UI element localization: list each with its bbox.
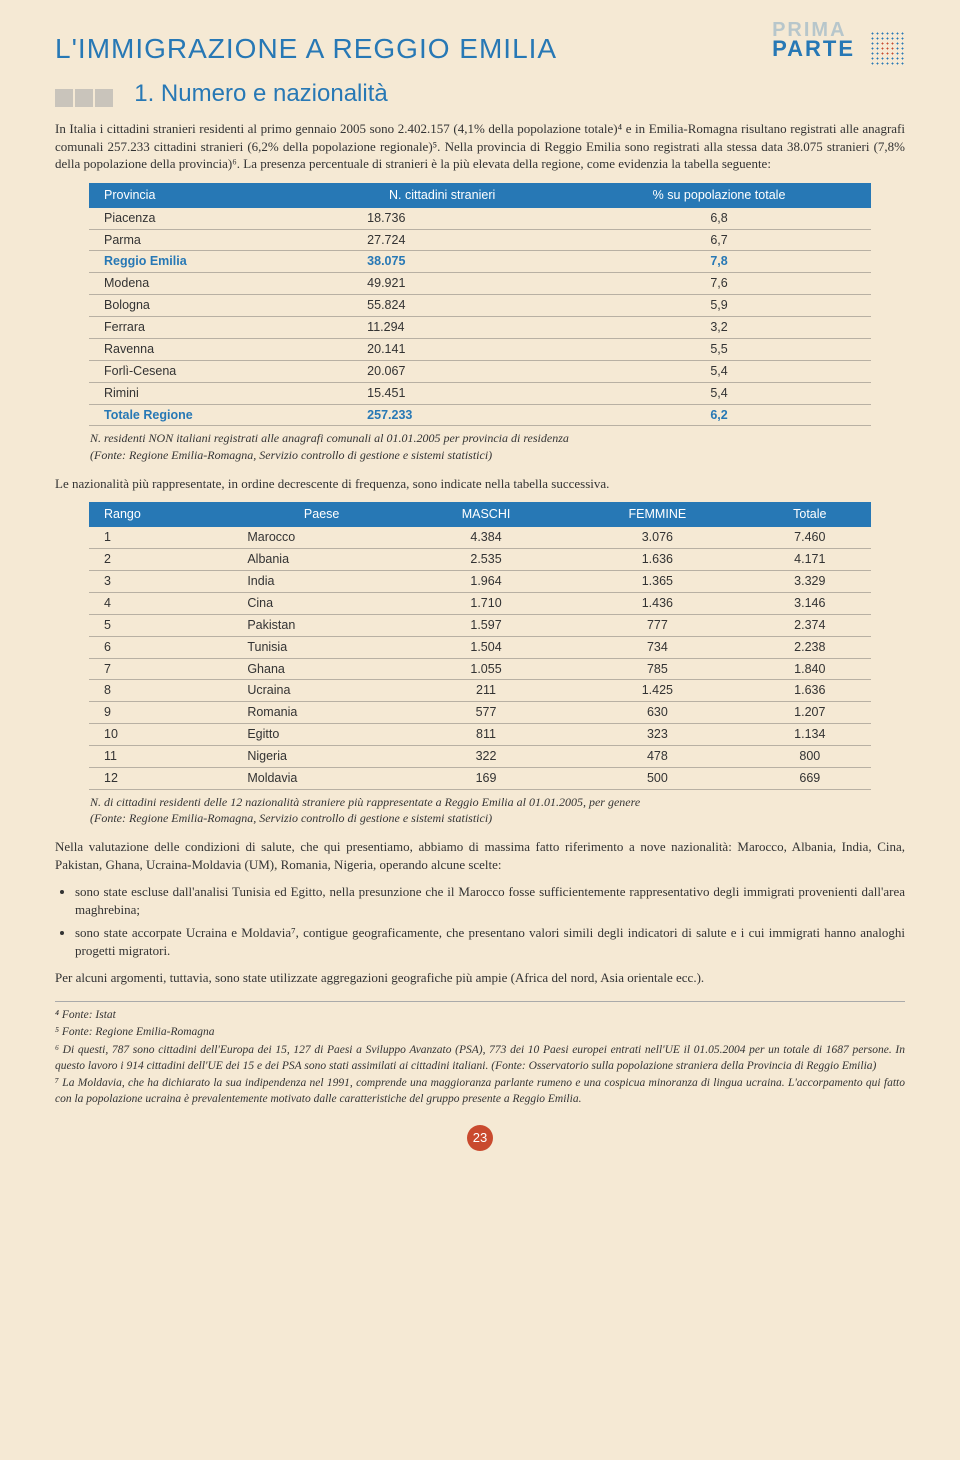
table-row: Parma27.7246,7: [89, 229, 871, 251]
table-row: 4Cina1.7101.4363.146: [89, 592, 871, 614]
table-row: Ferrara11.2943,2: [89, 317, 871, 339]
table-row: 1Marocco4.3843.0767.460: [89, 527, 871, 548]
section-heading-row: 1. Numero e nazionalità: [55, 78, 905, 110]
table-row: 5Pakistan1.5977772.374: [89, 614, 871, 636]
table-row: 3India1.9641.3653.329: [89, 571, 871, 593]
table1-header: % su popolazione totale: [567, 183, 871, 208]
table-row: Forlì-Cesena20.0675,4: [89, 360, 871, 382]
section-heading: 1. Numero e nazionalità: [134, 80, 387, 107]
table-row: 8Ucraina2111.4251.636: [89, 680, 871, 702]
table2-header: Rango: [89, 502, 237, 527]
parte-label: PARTE: [772, 39, 855, 59]
table1-header: Provincia: [89, 183, 317, 208]
para-2: Le nazionalità più rappresentate, in ord…: [55, 475, 905, 493]
table-row: Modena49.9217,6: [89, 273, 871, 295]
table-row: Piacenza18.7366,8: [89, 208, 871, 229]
para-1: In Italia i cittadini stranieri resident…: [55, 120, 905, 173]
table-nationalities: RangoPaeseMASCHIFEMMINETotale 1Marocco4.…: [89, 502, 871, 789]
table2-caption: N. di cittadini residenti delle 12 nazio…: [90, 794, 870, 826]
table-row: 11Nigeria322478800: [89, 746, 871, 768]
para-3: Nella valutazione delle condizioni di sa…: [55, 838, 905, 873]
table2-header: FEMMINE: [566, 502, 749, 527]
table-row: Rimini15.4515,4: [89, 382, 871, 404]
table2-header: MASCHI: [406, 502, 566, 527]
table1-caption: N. residenti NON italiani registrati all…: [90, 430, 870, 462]
header-title: L'IMMIGRAZIONE A REGGIO EMILIA: [55, 30, 557, 68]
header-side: PARTE: [772, 31, 905, 66]
table-row: 9Romania5776301.207: [89, 702, 871, 724]
table-row: 7Ghana1.0557851.840: [89, 658, 871, 680]
page-number: 23: [467, 1125, 493, 1151]
table2-header: Totale: [749, 502, 871, 527]
footnotes: ⁴ Fonte: Istat⁵ Fonte: Regione Emilia-Ro…: [55, 1001, 905, 1107]
page-header: L'IMMIGRAZIONE A REGGIO EMILIA PARTE: [55, 30, 905, 68]
bullet-list: sono state escluse dall'analisi Tunisia …: [67, 883, 905, 959]
dot-matrix-icon: [870, 31, 905, 66]
table-provinces: ProvinciaN. cittadini stranieri% su popo…: [89, 183, 871, 427]
table-row: Totale Regione257.2336,2: [89, 404, 871, 426]
para-4: Per alcuni argomenti, tuttavia, sono sta…: [55, 969, 905, 987]
table-row: Bologna55.8245,9: [89, 295, 871, 317]
gray-box-icon: [55, 89, 113, 107]
table-row: 6Tunisia1.5047342.238: [89, 636, 871, 658]
table2-header: Paese: [237, 502, 406, 527]
table1-header: N. cittadini stranieri: [317, 183, 567, 208]
footnote: ⁵ Fonte: Regione Emilia-Romagna: [55, 1025, 905, 1041]
table-row: 2Albania2.5351.6364.171: [89, 549, 871, 571]
list-item: sono state escluse dall'analisi Tunisia …: [75, 883, 905, 918]
table-row: Reggio Emilia38.0757,8: [89, 251, 871, 273]
table-row: Ravenna20.1415,5: [89, 338, 871, 360]
list-item: sono state accorpate Ucraina e Moldavia⁷…: [75, 924, 905, 959]
table-row: 12Moldavia169500669: [89, 767, 871, 789]
footnote: ⁷ La Moldavia, che ha dichiarato la sua …: [55, 1076, 905, 1107]
footnote: ⁴ Fonte: Istat: [55, 1008, 905, 1024]
table-row: 10Egitto8113231.134: [89, 724, 871, 746]
footnote: ⁶ Di questi, 787 sono cittadini dell'Eur…: [55, 1043, 905, 1074]
